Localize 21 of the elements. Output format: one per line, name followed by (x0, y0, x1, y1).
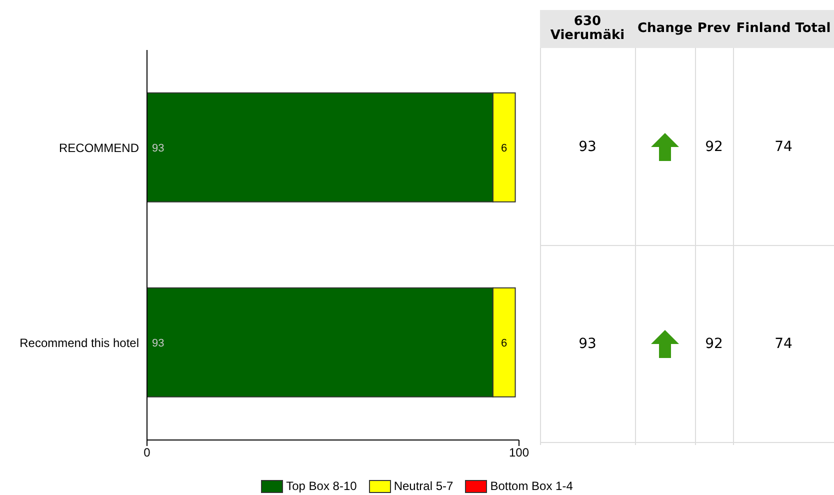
annotation: 93 (152, 337, 164, 350)
text: 92 (704, 138, 724, 156)
text: 74 (774, 334, 794, 354)
annotation: 93 (152, 142, 164, 154)
data-label: 6 (501, 142, 508, 154)
legend-label: Neutral 5-7 (394, 479, 454, 493)
data-label: 93 (578, 334, 598, 354)
data-label: 93 (578, 138, 598, 156)
text: 630 Vierumäki (549, 13, 626, 45)
x-tick-label: 0 (144, 446, 151, 460)
text: Prev (696, 20, 732, 38)
legend-label: Top Box 8-10 (286, 479, 357, 493)
x-tick-label: 100 (508, 446, 530, 460)
y-tick-label: Recommend this hotel (20, 336, 139, 350)
text: 92 (704, 334, 724, 354)
legend-label: Bottom Box 1-4 (490, 479, 573, 493)
y-tick-label: RECOMMEND (59, 140, 140, 155)
data-label: 6 (501, 337, 508, 350)
text: Change (636, 20, 694, 38)
text: Finland Total (735, 20, 832, 38)
text: 74 (774, 138, 794, 156)
